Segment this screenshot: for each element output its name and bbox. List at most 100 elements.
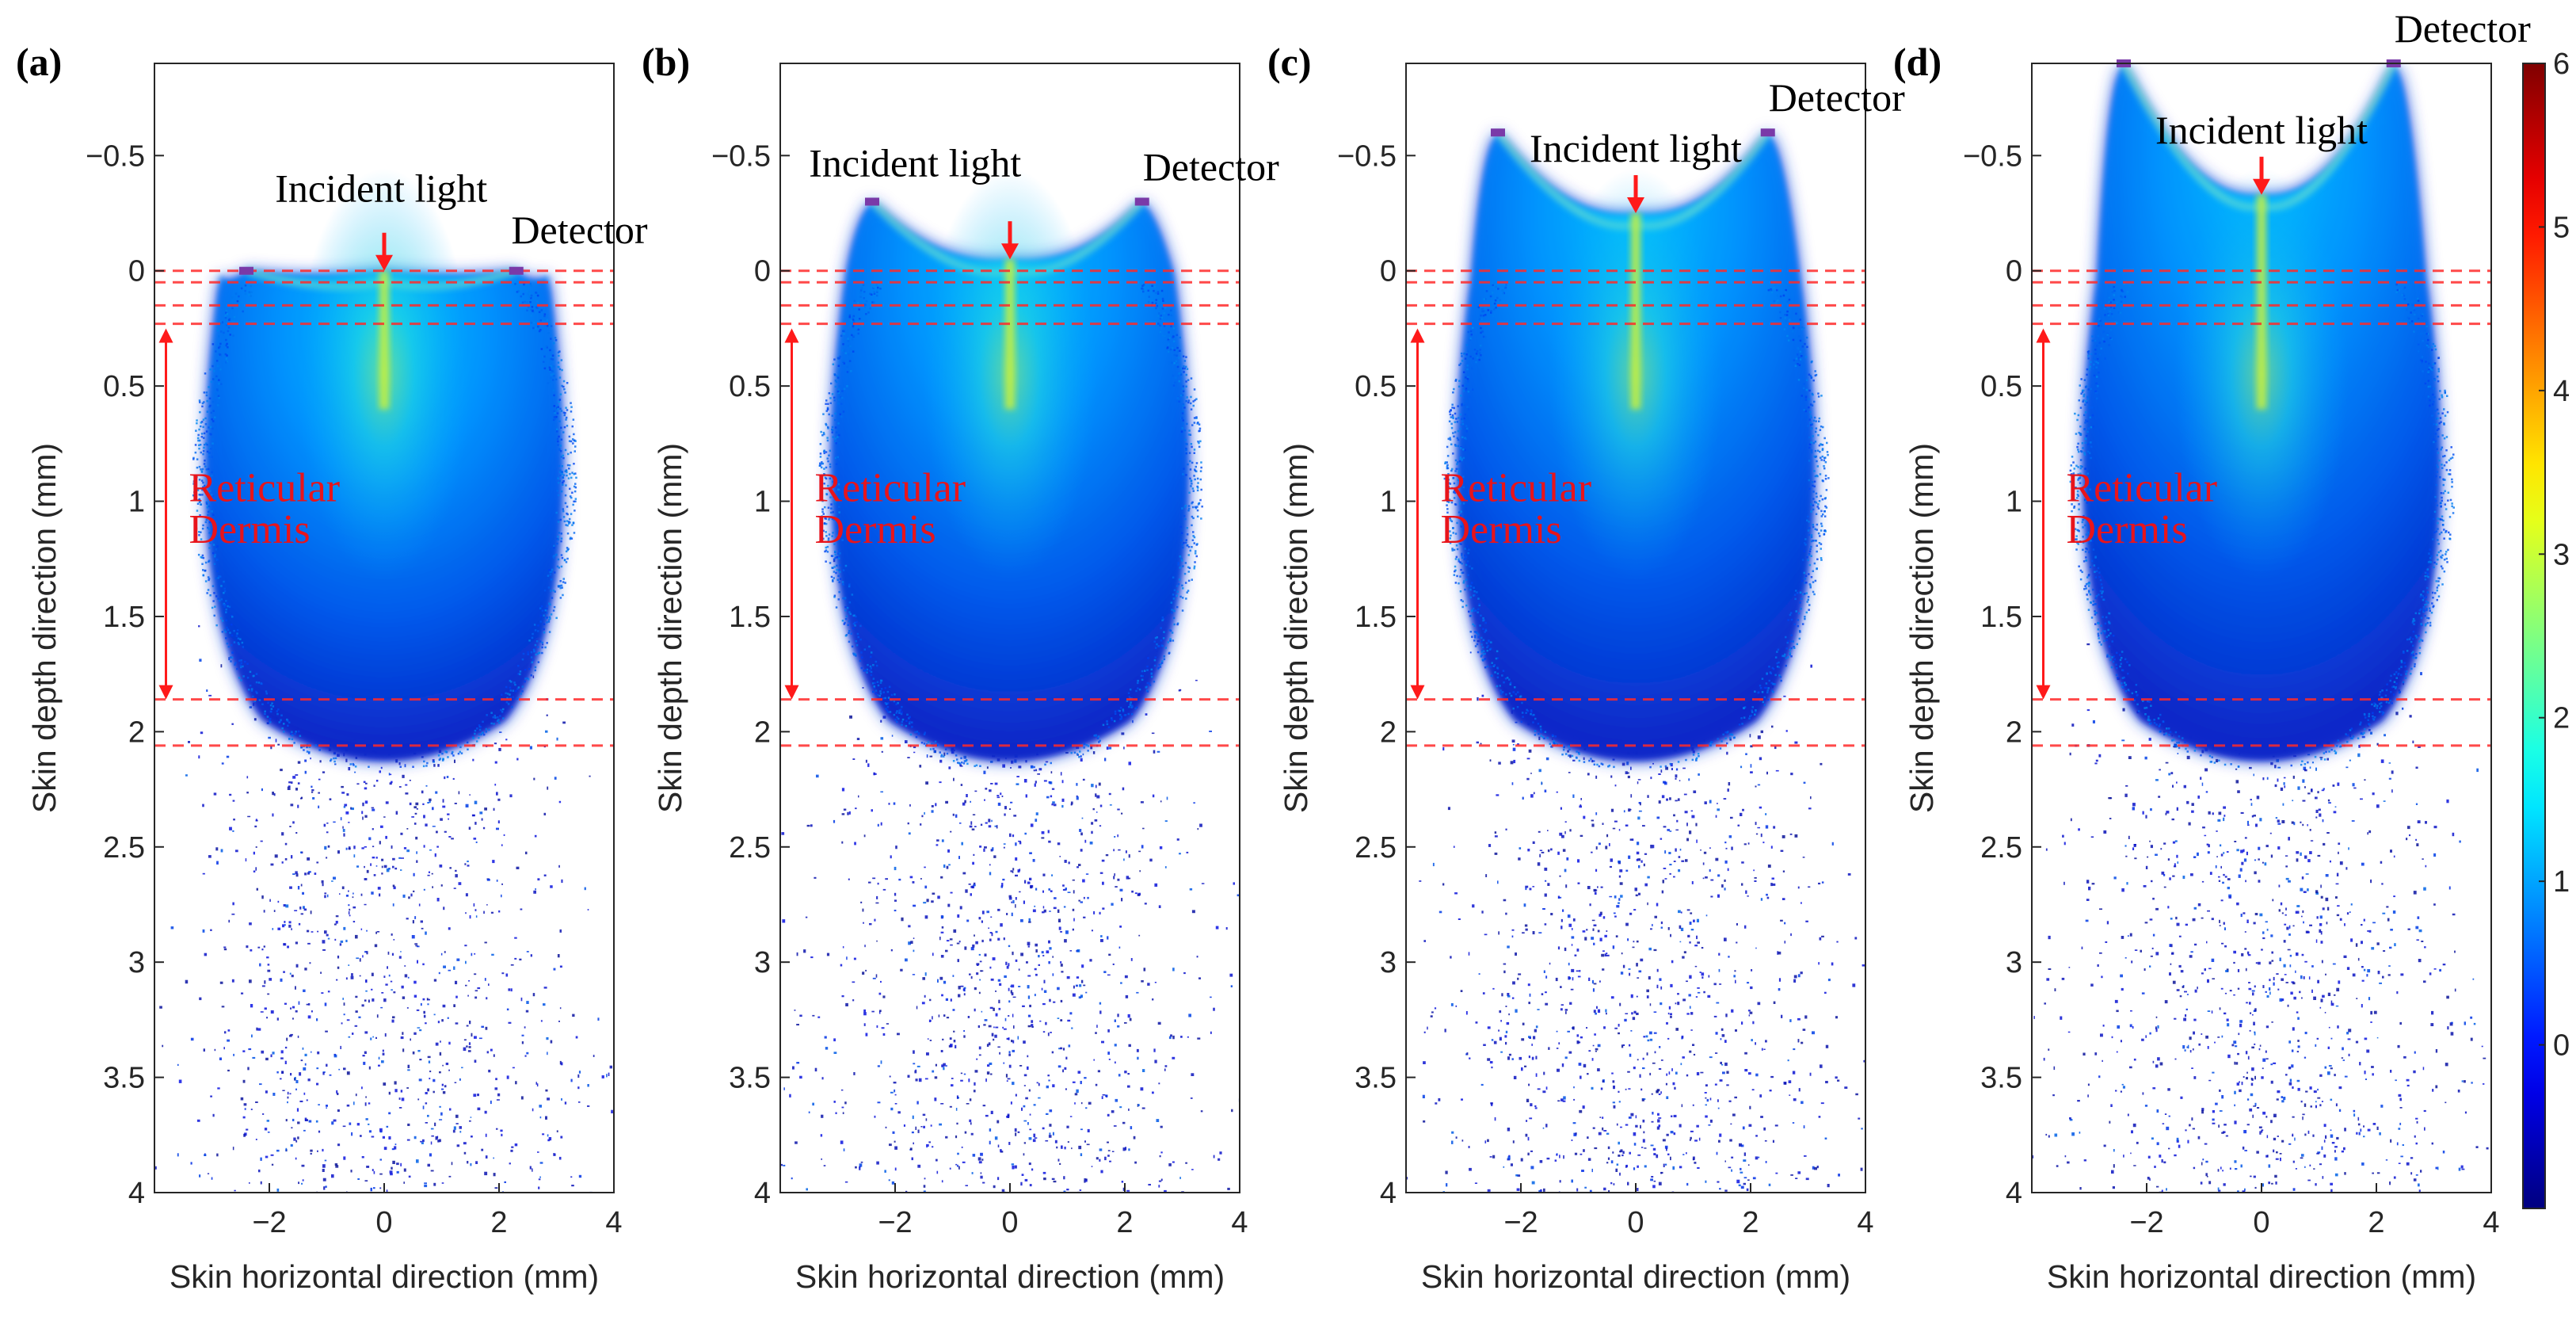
detector-marker [1134, 197, 1149, 206]
x-tick-label: 0 [1627, 1206, 1644, 1239]
y-tick-label: 0 [754, 255, 771, 288]
colorbar-tick-label: 2 [2553, 702, 2570, 735]
y-axis-title: Skin depth direction (mm) [26, 443, 63, 813]
y-tick-label: 0 [2006, 255, 2022, 288]
panel-label: (d) [1893, 40, 1942, 84]
x-axis-title: Skin horizontal direction (mm) [170, 1258, 599, 1295]
x-tick-label: 2 [490, 1206, 507, 1239]
x-tick-label: 0 [1001, 1206, 1018, 1239]
colorbar-tick-label: 3 [2553, 538, 2570, 571]
layer-label-line2: Dermis [1441, 507, 1562, 552]
y-tick-label: 3 [2006, 946, 2022, 979]
layer-label-line1: Reticular [815, 466, 966, 511]
y-tick-label: 1 [128, 486, 145, 519]
y-tick-label: 2.5 [1355, 831, 1397, 865]
x-tick-label: 2 [1742, 1206, 1759, 1239]
y-tick-label: 3.5 [1980, 1062, 2022, 1095]
colorbar-gradient [2522, 63, 2546, 1209]
heatmap-area [1406, 130, 1865, 1193]
y-tick-label: −0.5 [1337, 139, 1397, 173]
detector-marker [1760, 128, 1775, 137]
x-tick-label: 0 [2253, 1206, 2269, 1239]
y-tick-label: 2 [2006, 716, 2022, 749]
y-tick-label: 1.5 [1355, 601, 1397, 634]
incident-light-label: Incident light [1530, 126, 1742, 170]
detector-label: Detector [1143, 144, 1279, 189]
x-tick-label: 4 [1231, 1206, 1248, 1239]
source-marker [239, 266, 253, 275]
y-tick-label: 2.5 [103, 831, 145, 865]
colorbar-tick-label: 6 [2553, 48, 2570, 81]
source-marker [1491, 128, 1505, 137]
y-tick-label: 1 [1380, 486, 1397, 519]
detector-label: Detector [1769, 75, 1905, 120]
y-tick-label: 2 [128, 716, 145, 749]
y-tick-label: 1 [2006, 486, 2022, 519]
x-tick-label: 4 [2483, 1206, 2499, 1239]
layer-label-line1: Reticular [1441, 466, 1592, 511]
y-tick-label: 2.5 [729, 831, 771, 865]
incident-light-label: Incident light [2155, 108, 2368, 152]
x-tick-label: 4 [1857, 1206, 1873, 1239]
y-tick-label: 4 [2006, 1177, 2022, 1210]
y-tick-label: 2.5 [1980, 831, 2022, 865]
layer-label-line1: Reticular [189, 466, 341, 511]
y-tick-label: 0 [128, 255, 145, 288]
colorbar-tick-label: 1 [2553, 865, 2570, 899]
y-tick-label: −0.5 [86, 139, 145, 173]
y-tick-label: 1.5 [103, 601, 145, 634]
incident-light-label: Incident light [275, 166, 487, 210]
y-tick-label: 1 [754, 486, 771, 519]
y-tick-label: 0.5 [103, 370, 145, 403]
incident-arrowhead [1627, 197, 1644, 214]
y-tick-label: 0.5 [1355, 370, 1397, 403]
y-tick-label: 3.5 [1355, 1062, 1397, 1095]
x-tick-label: −2 [878, 1206, 912, 1239]
colorbar-tick-label: 5 [2553, 211, 2570, 244]
x-tick-label: 4 [605, 1206, 622, 1239]
incident-arrowhead [375, 254, 393, 271]
heatmap-area [154, 168, 613, 1193]
y-tick-label: −0.5 [711, 139, 771, 173]
incident-arrowhead [1001, 243, 1019, 260]
x-axis-title: Skin horizontal direction (mm) [2047, 1258, 2476, 1295]
x-axis-title: Skin horizontal direction (mm) [795, 1258, 1225, 1295]
layer-label-line1: Reticular [2067, 466, 2218, 511]
y-tick-label: 3.5 [729, 1062, 771, 1095]
colorbar: 0 1 2 3 4 5 6 [2522, 48, 2570, 1209]
y-tick-label: 3 [1380, 946, 1397, 979]
y-tick-label: 4 [1380, 1177, 1397, 1210]
y-tick-label: 0.5 [1980, 370, 2022, 403]
detector-label: Detector [511, 208, 647, 252]
incident-light-label: Incident light [809, 141, 1021, 185]
y-tick-label: 4 [128, 1177, 145, 1210]
y-tick-label: 2 [754, 716, 771, 749]
x-tick-label: −2 [252, 1206, 286, 1239]
y-axis-title: Skin depth direction (mm) [1278, 443, 1314, 813]
x-tick-label: −2 [1503, 1206, 1538, 1239]
panel-label: (a) [16, 40, 62, 84]
x-tick-label: −2 [2129, 1206, 2163, 1239]
y-tick-label: 0.5 [729, 370, 771, 403]
detector-label: Detector [2395, 6, 2531, 51]
y-tick-label: 3.5 [103, 1062, 145, 1095]
heatmap-area [2032, 63, 2489, 1193]
y-tick-label: 3 [128, 946, 145, 979]
x-tick-label: 0 [375, 1206, 392, 1239]
detector-marker [509, 266, 524, 275]
layer-label-line2: Dermis [2067, 507, 2188, 552]
x-tick-label: 2 [2368, 1206, 2384, 1239]
x-tick-label: 2 [1116, 1206, 1133, 1239]
y-tick-label: 1.5 [1980, 601, 2022, 634]
y-tick-label: 1.5 [729, 601, 771, 634]
panel-label: (b) [642, 40, 690, 84]
incident-arrowhead [2253, 178, 2270, 195]
y-axis-title: Skin depth direction (mm) [1903, 443, 1940, 813]
x-axis-title: Skin horizontal direction (mm) [1421, 1258, 1850, 1295]
y-axis-title: Skin depth direction (mm) [652, 443, 688, 813]
